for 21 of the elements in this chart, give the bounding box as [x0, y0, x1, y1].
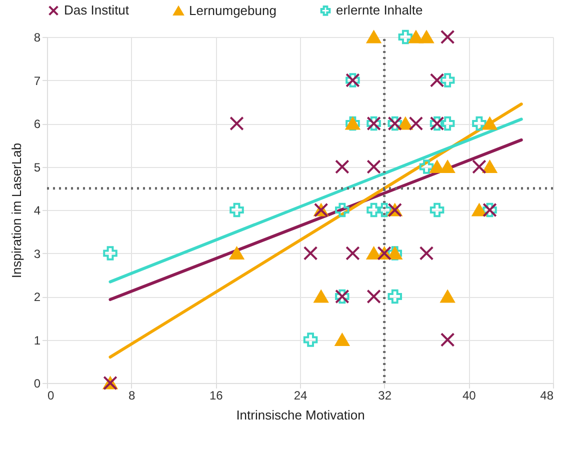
legend-label: erlernte Inhalte [336, 2, 423, 18]
x-tick-label: 16 [209, 388, 224, 402]
y-tick-label: 8 [34, 30, 41, 44]
y-tick-label: 6 [34, 117, 41, 131]
y-tick-label: 1 [34, 333, 41, 348]
legend-label: Das Institut [64, 2, 130, 18]
x-tick-label: 24 [294, 388, 308, 402]
x-axis-title: Intrinsische Motivation [236, 408, 365, 422]
y-tick-label: 2 [34, 290, 41, 304]
y-axis-title: Inspiration im LaserLab [8, 142, 24, 278]
x-tick-label: 48 [540, 388, 554, 402]
y-tick-label: 0 [34, 376, 41, 390]
y-tick-label: 4 [34, 204, 41, 218]
x-tick-label: 40 [462, 388, 476, 402]
legend-label: Lernumgebung [189, 2, 276, 18]
x-tick-label: 32 [378, 388, 392, 402]
x-tick-label: 8 [128, 388, 136, 402]
y-tick-label: 5 [34, 160, 41, 174]
x-tick-label: 0 [48, 388, 54, 402]
y-tick-label: 3 [34, 246, 41, 261]
y-tick-label: 7 [34, 74, 41, 88]
